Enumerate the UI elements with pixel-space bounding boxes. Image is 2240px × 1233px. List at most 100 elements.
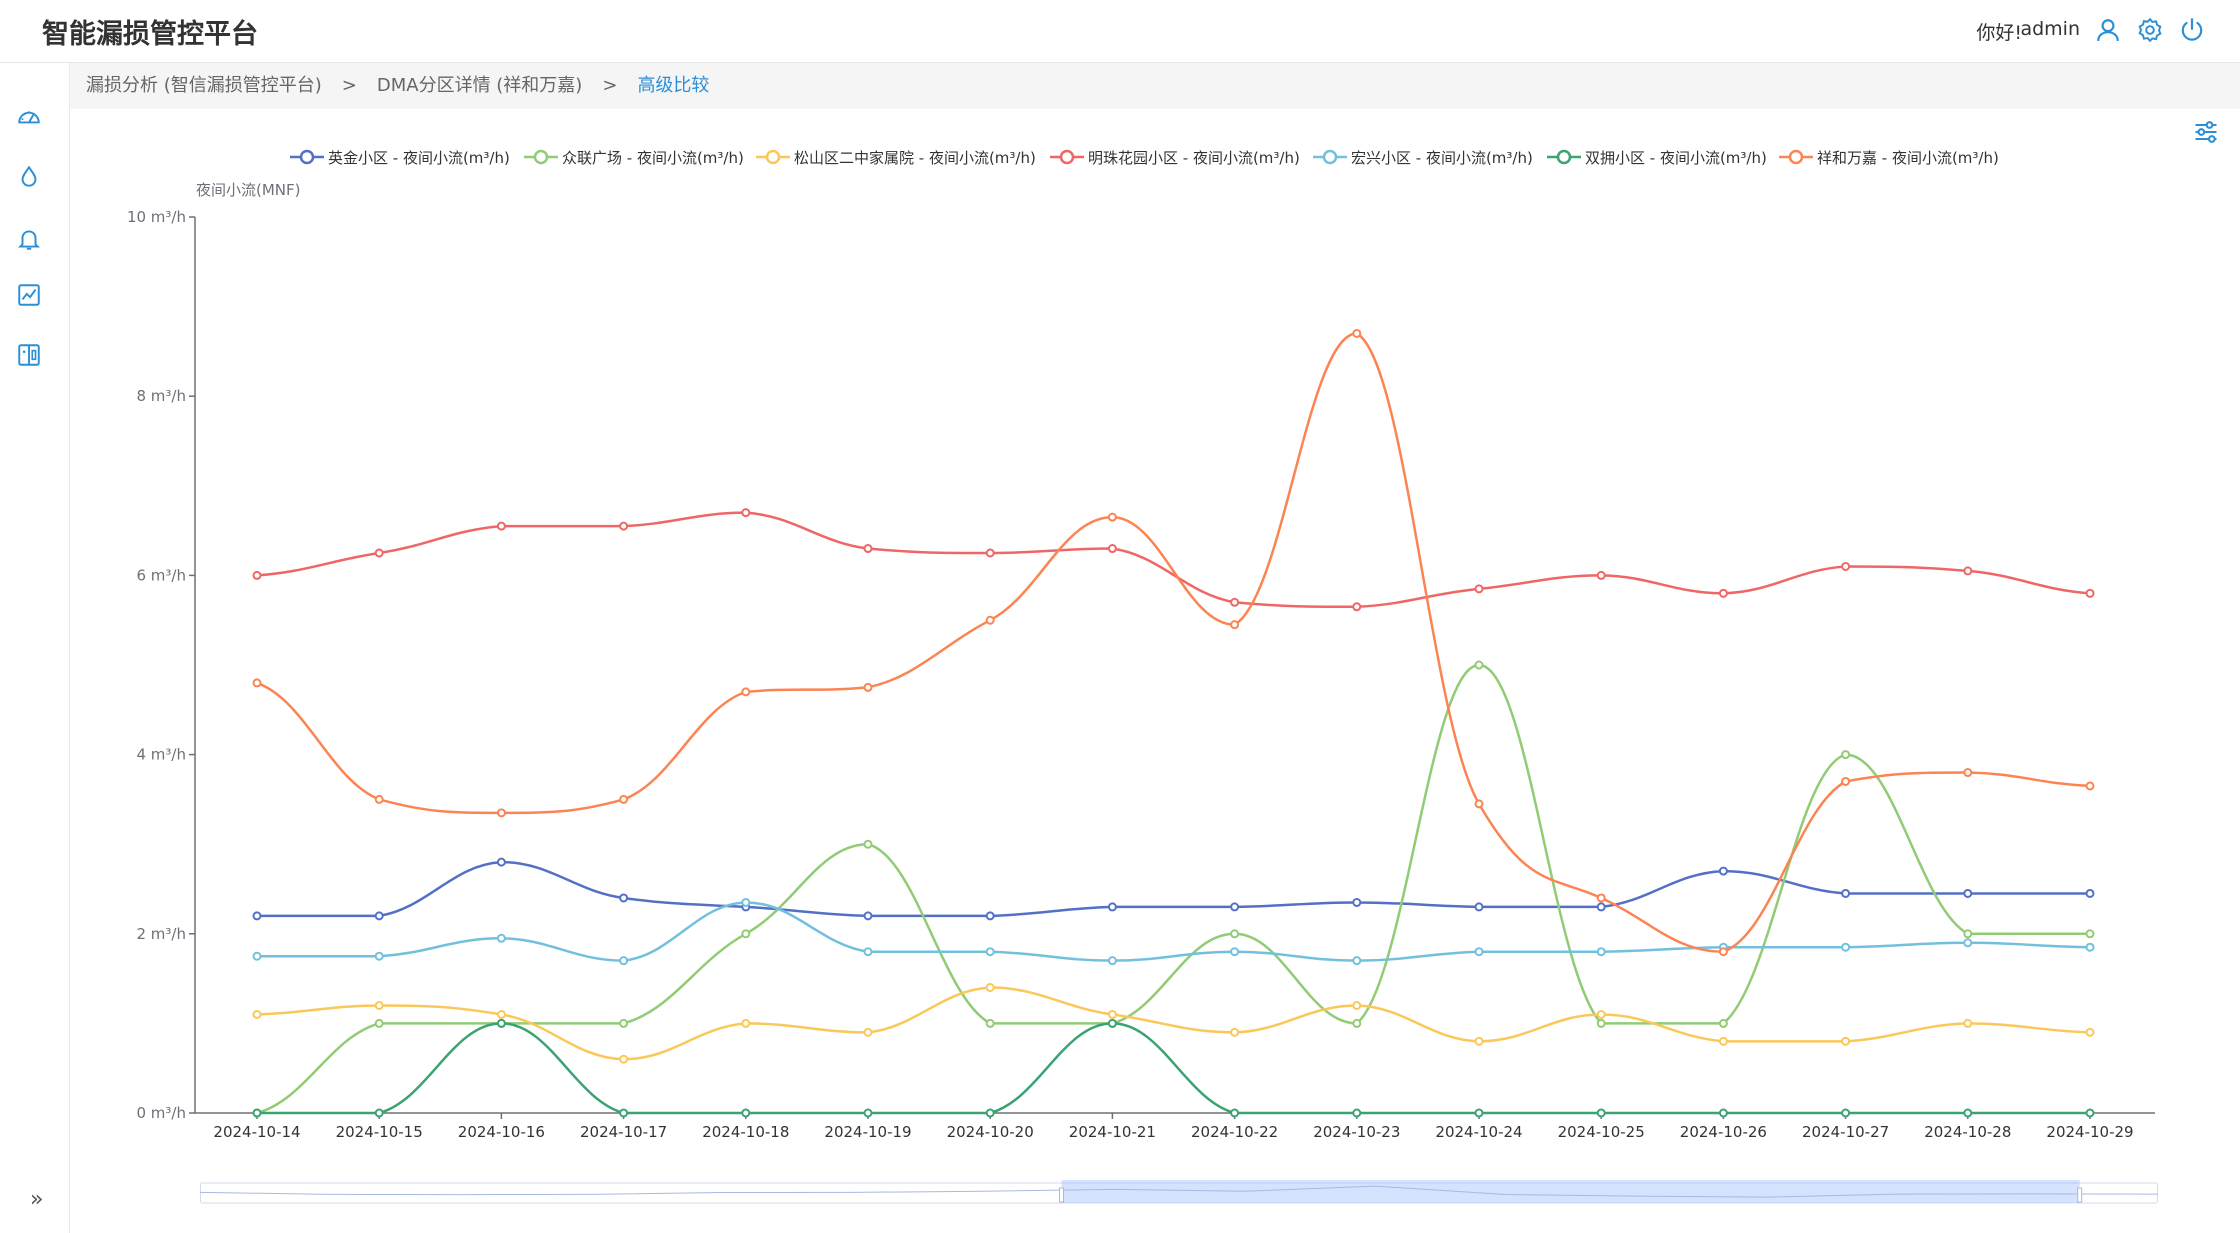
data-point[interactable] xyxy=(619,956,629,966)
data-point[interactable] xyxy=(496,808,506,818)
data-point[interactable] xyxy=(863,1108,873,1118)
data-point[interactable] xyxy=(1596,570,1606,580)
data-point[interactable] xyxy=(1107,956,1117,966)
data-point[interactable] xyxy=(1963,938,1973,948)
data-point[interactable] xyxy=(741,1108,751,1118)
data-point[interactable] xyxy=(1107,544,1117,554)
water-drop-icon[interactable] xyxy=(16,164,42,190)
data-point[interactable] xyxy=(741,687,751,697)
data-point[interactable] xyxy=(1841,888,1851,898)
user-icon[interactable] xyxy=(2095,17,2121,43)
data-point[interactable] xyxy=(985,548,995,558)
data-point[interactable] xyxy=(1230,1108,1240,1118)
data-point[interactable] xyxy=(1718,947,1728,957)
data-point[interactable] xyxy=(1963,929,1973,939)
data-point[interactable] xyxy=(863,839,873,849)
data-point[interactable] xyxy=(1841,1108,1851,1118)
data-point[interactable] xyxy=(1230,947,1240,957)
zoom-selected-range[interactable] xyxy=(1061,1180,2080,1203)
data-point[interactable] xyxy=(1352,1108,1362,1118)
data-point[interactable] xyxy=(1841,561,1851,571)
data-point[interactable] xyxy=(252,678,262,688)
data-point[interactable] xyxy=(1474,660,1484,670)
data-point[interactable] xyxy=(2085,942,2095,952)
line-chart-icon[interactable] xyxy=(16,282,42,308)
data-point[interactable] xyxy=(1718,1108,1728,1118)
data-point[interactable] xyxy=(1963,566,1973,576)
data-point[interactable] xyxy=(2085,1027,2095,1037)
data-point[interactable] xyxy=(1841,776,1851,786)
data-point[interactable] xyxy=(1718,866,1728,876)
data-point[interactable] xyxy=(985,911,995,921)
data-point[interactable] xyxy=(1107,1009,1117,1019)
sliders-settings-icon[interactable] xyxy=(2192,118,2220,146)
dashboard-gauge-icon[interactable] xyxy=(16,104,42,130)
data-point[interactable] xyxy=(1596,1108,1606,1118)
data-point[interactable] xyxy=(374,1018,384,1028)
data-point[interactable] xyxy=(985,983,995,993)
data-point[interactable] xyxy=(374,794,384,804)
data-point[interactable] xyxy=(496,1009,506,1019)
bell-icon[interactable] xyxy=(16,226,42,252)
data-point[interactable] xyxy=(1718,1018,1728,1028)
data-point[interactable] xyxy=(1352,1018,1362,1028)
data-point[interactable] xyxy=(1230,1027,1240,1037)
data-point[interactable] xyxy=(1474,947,1484,957)
data-point[interactable] xyxy=(1596,893,1606,903)
breadcrumb-item-dma-detail[interactable]: DMA分区详情 (祥和万嘉) xyxy=(376,75,583,96)
data-point[interactable] xyxy=(374,951,384,961)
data-point[interactable] xyxy=(1718,1036,1728,1046)
data-point[interactable] xyxy=(1352,1000,1362,1010)
data-point[interactable] xyxy=(1474,1036,1484,1046)
sidebar-collapse-button[interactable]: » xyxy=(30,1187,44,1212)
data-point[interactable] xyxy=(496,521,506,531)
data-point[interactable] xyxy=(863,544,873,554)
data-point[interactable] xyxy=(619,521,629,531)
data-point[interactable] xyxy=(985,1018,995,1028)
data-point[interactable] xyxy=(374,911,384,921)
data-point[interactable] xyxy=(1474,799,1484,809)
data-point[interactable] xyxy=(1352,956,1362,966)
data-point[interactable] xyxy=(2085,781,2095,791)
data-point[interactable] xyxy=(1596,1009,1606,1019)
breadcrumb-item-leak-analysis[interactable]: 漏损分析 (智信漏损管控平台) xyxy=(86,75,322,96)
power-icon[interactable] xyxy=(2179,17,2205,43)
data-point[interactable] xyxy=(863,947,873,957)
data-point[interactable] xyxy=(741,508,751,518)
data-point[interactable] xyxy=(1352,602,1362,612)
data-point[interactable] xyxy=(2085,588,2095,598)
data-point[interactable] xyxy=(1841,750,1851,760)
data-point[interactable] xyxy=(619,794,629,804)
data-zoom-slider[interactable] xyxy=(200,1180,2158,1210)
data-point[interactable] xyxy=(741,1018,751,1028)
data-point[interactable] xyxy=(1352,897,1362,907)
data-point[interactable] xyxy=(619,893,629,903)
data-point[interactable] xyxy=(985,615,995,625)
data-point[interactable] xyxy=(863,682,873,692)
data-point[interactable] xyxy=(2085,929,2095,939)
data-point[interactable] xyxy=(1718,588,1728,598)
data-point[interactable] xyxy=(1596,902,1606,912)
data-point[interactable] xyxy=(1474,902,1484,912)
data-point[interactable] xyxy=(2085,888,2095,898)
data-point[interactable] xyxy=(252,1108,262,1118)
data-point[interactable] xyxy=(2085,1108,2095,1118)
data-point[interactable] xyxy=(1230,902,1240,912)
data-point[interactable] xyxy=(1107,1018,1117,1028)
data-point[interactable] xyxy=(985,947,995,957)
data-point[interactable] xyxy=(252,1009,262,1019)
data-point[interactable] xyxy=(1963,888,1973,898)
data-point[interactable] xyxy=(496,1018,506,1028)
data-point[interactable] xyxy=(496,857,506,867)
data-point[interactable] xyxy=(1963,1018,1973,1028)
data-point[interactable] xyxy=(1107,902,1117,912)
data-point[interactable] xyxy=(863,911,873,921)
data-point[interactable] xyxy=(1230,597,1240,607)
data-point[interactable] xyxy=(741,929,751,939)
data-point[interactable] xyxy=(1963,1108,1973,1118)
zoom-handle-left[interactable] xyxy=(1059,1187,1065,1203)
data-point[interactable] xyxy=(1107,512,1117,522)
data-point[interactable] xyxy=(252,570,262,580)
data-point[interactable] xyxy=(741,897,751,907)
data-point[interactable] xyxy=(1841,1036,1851,1046)
